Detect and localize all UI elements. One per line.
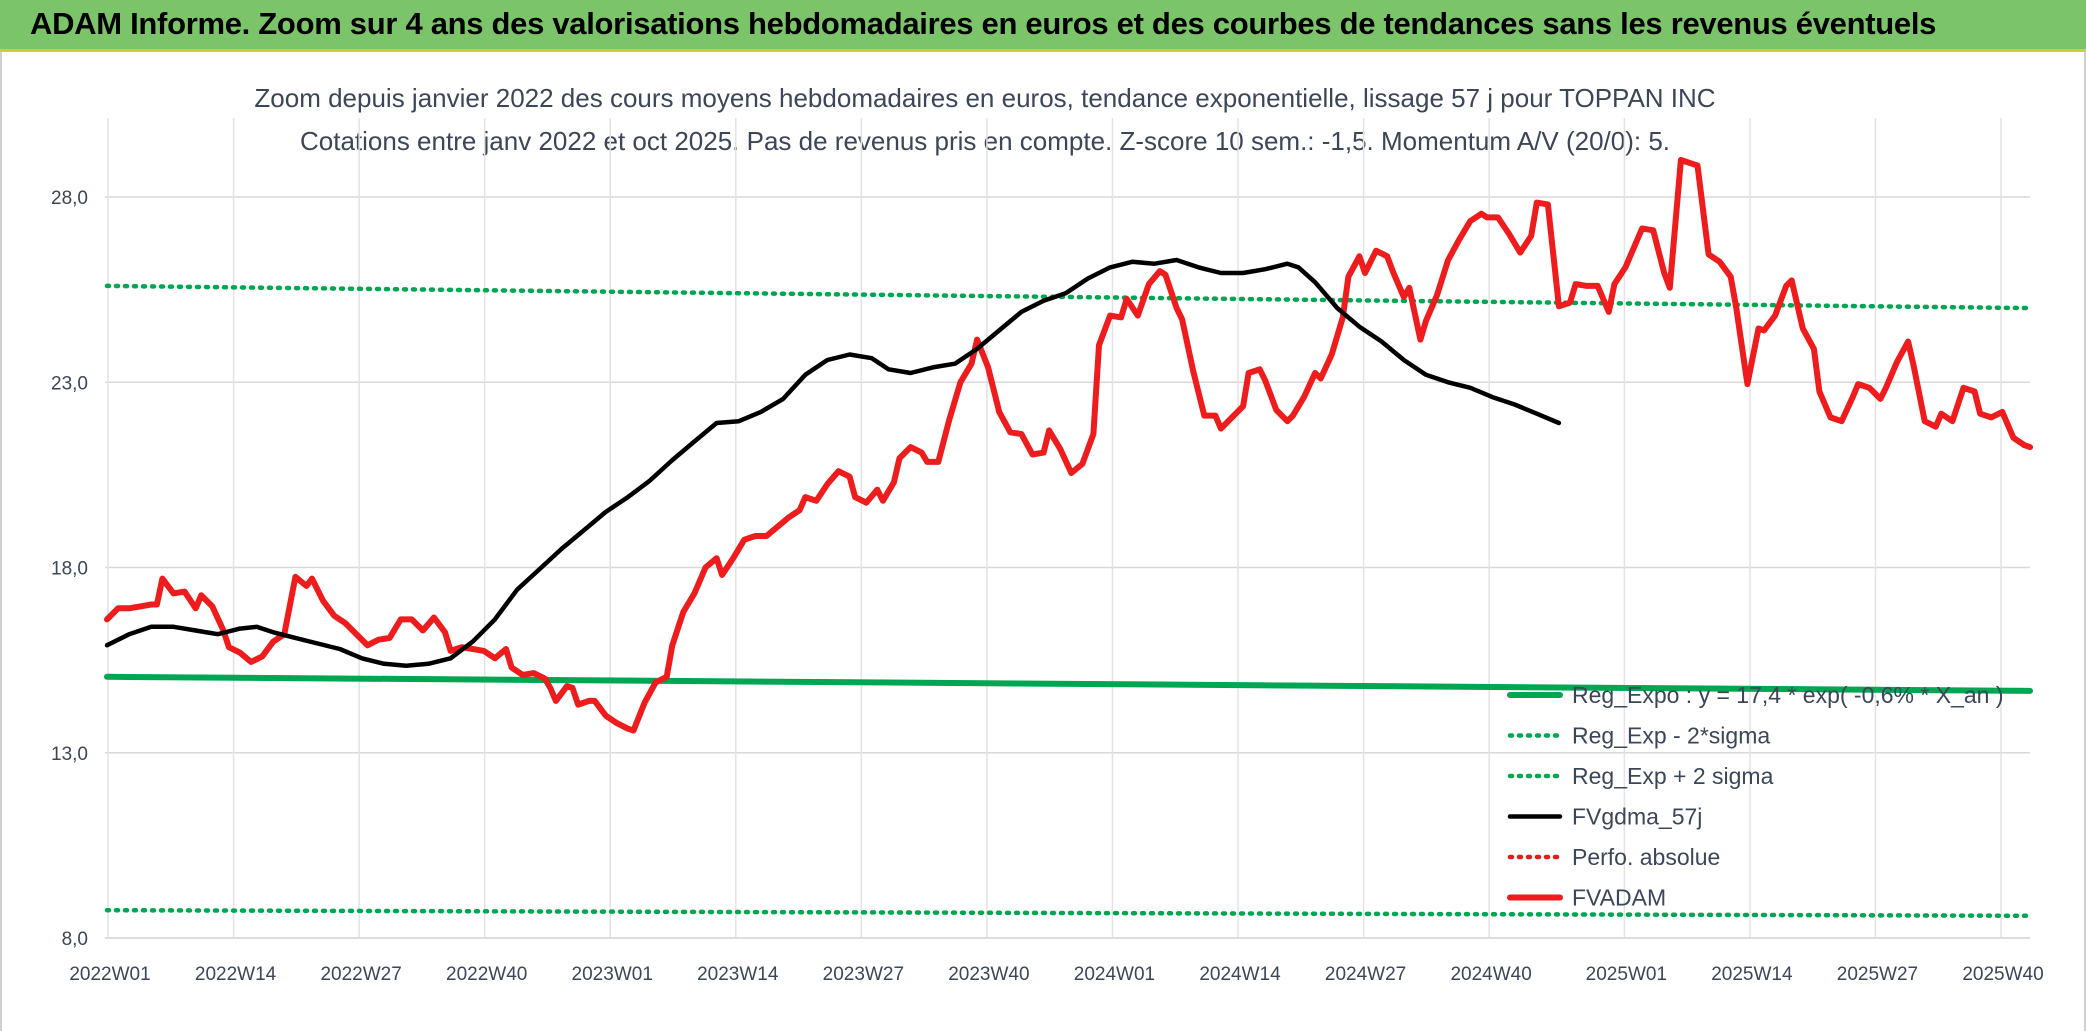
x-tick-label: 2025W27 [1837,964,1918,985]
x-tick-label: 2022W14 [195,964,277,985]
x-tick-label: 2024W27 [1325,964,1406,985]
x-tick-label: 2023W01 [572,964,653,985]
chart-title: Zoom depuis janvier 2022 des cours moyen… [254,83,1716,113]
legend-label-1: Reg_Exp - 2*sigma [1572,723,1770,749]
x-tick-label: 2024W14 [1199,964,1281,985]
x-tick-label: 2025W01 [1586,964,1667,985]
x-tick-label: 2024W40 [1450,964,1531,985]
x-tick-label: 2023W27 [823,964,904,985]
report-title: ADAM Informe. Zoom sur 4 ans des valoris… [30,6,1937,41]
report-banner: ADAM Informe. Zoom sur 4 ans des valoris… [0,0,2086,52]
axis-labels: 8,0 13,0 18,0 23,0 28,0 2022W01 2022W14 2022W27… [51,188,2044,985]
series-line-0 [104,673,2033,694]
series-line-3 [104,257,1562,668]
y-tick-label: 28,0 [51,188,88,209]
series-line-5 [104,157,2033,734]
legend-label-0: Reg_Expo : y = 17,4 * exp( -0,6% * X_an … [1572,682,2004,708]
y-tick-label: 18,0 [51,559,88,580]
x-tick-label: 2023W14 [697,964,779,985]
x-tick-label: 2025W40 [1962,964,2043,985]
grid-lines [105,118,2030,939]
x-tick-label: 2022W01 [69,964,150,985]
legend-label-5: FVADAM [1572,885,1666,911]
y-tick-label: 23,0 [51,373,88,394]
series-line-1 [104,907,2033,919]
series-line-2 [104,283,2033,311]
x-tick-label: 2025W14 [1711,964,1793,985]
legend-label-3: FVgdma_57j [1572,804,1702,830]
y-tick-label: 8,0 [62,929,88,950]
chart-frame [0,52,2086,1031]
x-tick-label: 2024W01 [1074,964,1155,985]
legend: Reg_Expo : y = 17,4 * exp( -0,6% * X_an … [1507,682,2004,911]
x-tick-label: 2022W27 [320,964,401,985]
x-tick-label: 2022W40 [446,964,527,985]
x-tick-label: 2023W40 [948,964,1029,985]
legend-label-2: Reg_Exp + 2 sigma [1572,763,1774,789]
y-tick-label: 13,0 [51,744,88,765]
series-lines [104,157,2033,919]
legend-label-4: Perfo. absolue [1572,844,1720,870]
chart-subtitle: Cotations entre janv 2022 et oct 2025. P… [299,126,1671,156]
